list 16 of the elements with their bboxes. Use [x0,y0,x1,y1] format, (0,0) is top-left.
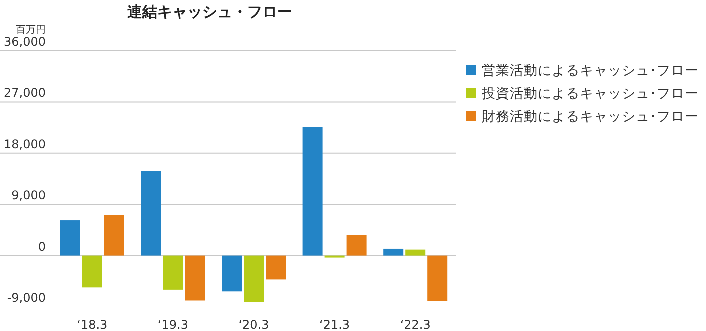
legend-label: 財務活動によるキャッシュ･フロー [482,109,699,125]
x-tick-label: ‘22.3 [400,318,431,331]
y-tick-label: 36,000 [4,35,46,49]
legend-label: 営業活動によるキャッシュ･フロー [482,63,699,79]
y-tick-label: 27,000 [4,86,46,100]
chart-title: 連結キャッシュ・フロー [126,3,292,21]
y-tick-label: 18,000 [4,137,46,152]
y-axis-title: 百万円 [16,25,46,36]
x-tick-label: ‘19.3 [158,318,188,331]
x-tick-label: ‘18.3 [77,318,108,331]
x-tick-label: ‘20.3 [238,318,270,331]
x-tick-label: ‘21.3 [320,318,350,331]
y-tick-label: -9,000 [7,291,46,305]
y-tick-label: 0 [38,240,46,254]
legend-label: 投資活動によるキャッシュ･フロー [481,86,699,102]
y-tick-label: 9,000 [12,188,46,203]
